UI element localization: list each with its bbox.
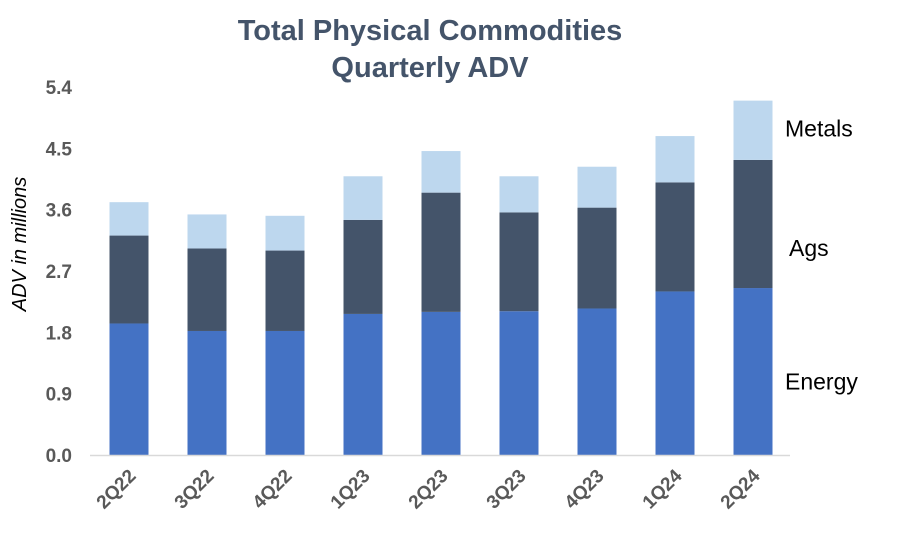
bars-layer (109, 100, 773, 455)
bar-segment-metals-2q23 (421, 151, 461, 193)
x-tick-label: 2Q22 (93, 466, 141, 514)
x-tick-label: 2Q23 (405, 466, 453, 514)
bar-segment-ags-4q22 (265, 250, 305, 331)
bar-segment-energy-1q23 (343, 313, 383, 455)
bar-segment-energy-3q22 (187, 330, 227, 455)
bar-segment-metals-3q22 (187, 214, 227, 249)
x-tick-label: 3Q23 (483, 466, 531, 514)
bar-segment-metals-3q23 (499, 176, 539, 213)
x-tick-label: 2Q24 (717, 465, 765, 513)
bar-segment-metals-1q23 (343, 176, 383, 220)
y-tick-label: 4.5 (46, 139, 73, 160)
chart-title-line-1: Total Physical Commodities (238, 15, 623, 47)
y-tick-label: 0.0 (46, 446, 72, 467)
bar-segment-ags-2q23 (421, 192, 461, 312)
y-tick-label: 0.9 (46, 385, 72, 406)
x-tick-label: 1Q24 (639, 465, 687, 513)
bar-segment-ags-1q24 (655, 182, 695, 292)
bar-segment-energy-1q24 (655, 291, 695, 455)
bar-segment-energy-2q24 (733, 288, 773, 455)
bar-segment-ags-1q23 (343, 219, 383, 314)
bar-segment-metals-2q22 (109, 202, 149, 236)
bar-segment-metals-4q22 (265, 215, 305, 251)
bar-segment-metals-2q24 (733, 100, 773, 160)
bar-segment-energy-2q23 (421, 311, 461, 455)
bar-segment-metals-1q24 (655, 136, 695, 183)
series-label-ags: Ags (789, 235, 829, 261)
bar-segment-ags-2q24 (733, 159, 773, 289)
bar-segment-energy-3q23 (499, 311, 539, 455)
y-axis-label: ADV in millions (9, 177, 31, 312)
bar-segment-energy-4q22 (265, 330, 305, 455)
bar-segment-ags-3q23 (499, 212, 539, 312)
y-tick-label: 2.7 (46, 262, 72, 283)
y-tick-label: 3.6 (46, 201, 72, 222)
bar-segment-ags-4q23 (577, 207, 617, 309)
y-tick-label: 1.8 (46, 323, 72, 344)
x-tick-label: 4Q23 (561, 466, 609, 514)
bar-segment-metals-4q23 (577, 166, 617, 208)
chart-title-line-2: Quarterly ADV (331, 52, 529, 84)
x-tick-label: 4Q22 (249, 466, 297, 514)
bar-segment-energy-2q22 (109, 323, 149, 455)
x-tick-label: 1Q23 (327, 466, 375, 514)
bar-segment-ags-2q22 (109, 235, 149, 324)
series-label-energy: Energy (785, 369, 858, 395)
series-labels-layer: Energy Ags Metals (785, 115, 858, 394)
y-tick-label: 5.4 (46, 78, 73, 99)
bar-segment-energy-4q23 (577, 308, 617, 455)
bar-segment-ags-3q22 (187, 248, 227, 331)
x-tick-label: 3Q22 (171, 466, 219, 514)
series-label-metals: Metals (785, 115, 853, 141)
